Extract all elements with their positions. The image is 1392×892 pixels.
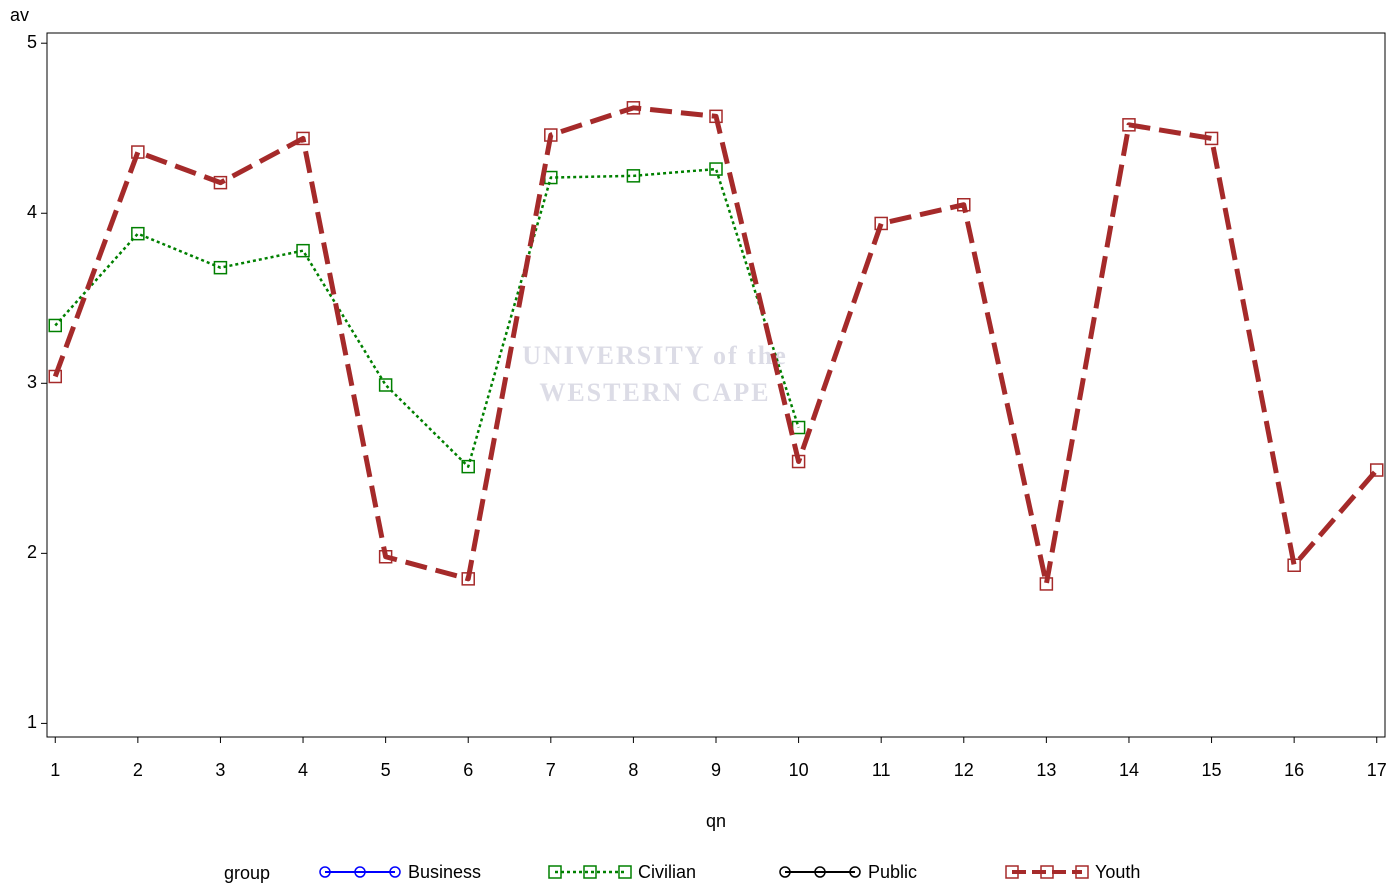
x-tick-label: 5 (381, 760, 391, 780)
x-tick-label: 13 (1036, 760, 1056, 780)
data-point (1369, 463, 1384, 477)
legend-marker (1075, 865, 1089, 879)
x-tick-label: 11 (872, 760, 891, 780)
watermark: WESTERN CAPE (539, 378, 770, 407)
data-point (626, 169, 641, 183)
y-tick-label: 1 (27, 712, 37, 732)
series-line (54, 167, 800, 468)
series-line (52, 105, 1379, 587)
y-tick-label: 2 (27, 542, 37, 562)
data-point (378, 549, 393, 564)
legend-marker (548, 865, 562, 879)
data-point (1287, 558, 1301, 573)
data-point (213, 260, 228, 275)
x-tick-label: 16 (1284, 760, 1304, 780)
legend-marker (814, 866, 826, 878)
data-point (378, 378, 393, 392)
data-point (544, 128, 558, 142)
legend-marker (319, 866, 331, 878)
x-tick-label: 6 (463, 760, 473, 780)
data-point (1122, 118, 1136, 132)
x-tick-label: 2 (133, 760, 143, 780)
data-point (461, 459, 475, 474)
legend-marker (389, 866, 401, 878)
data-point (461, 572, 475, 586)
data-point (48, 318, 63, 333)
data-point (791, 454, 806, 469)
data-point (296, 131, 310, 146)
watermark: UNIVERSITY of the (522, 341, 788, 370)
legend-marker (1040, 865, 1054, 879)
y-tick-label: 4 (27, 202, 37, 222)
y-axis-label: av (10, 5, 29, 25)
legend-marker (849, 866, 861, 878)
legend-marker (1005, 865, 1019, 879)
x-tick-label: 7 (546, 760, 556, 780)
legend-title: group (224, 863, 270, 883)
data-point (296, 243, 310, 258)
x-tick-label: 10 (789, 760, 809, 780)
data-point (1039, 577, 1054, 591)
x-tick-label: 12 (954, 760, 974, 780)
data-point (1204, 131, 1219, 146)
x-tick-label: 9 (711, 760, 721, 780)
x-tick-label: 14 (1119, 760, 1139, 780)
y-tick-label: 5 (27, 32, 37, 52)
data-point (131, 145, 145, 159)
x-tick-label: 3 (215, 760, 225, 780)
legend-label: Civilian (638, 862, 696, 882)
legend-marker (618, 865, 632, 879)
x-tick-label: 17 (1367, 760, 1387, 780)
data-point (48, 369, 63, 384)
data-point (626, 101, 641, 115)
legend-marker (779, 866, 791, 878)
x-tick-label: 15 (1202, 760, 1222, 780)
x-tick-label: 8 (628, 760, 638, 780)
legend-label: Public (868, 862, 917, 882)
legend-label: Business (408, 862, 481, 882)
data-point (213, 175, 228, 190)
x-tick-label: 4 (298, 760, 308, 780)
data-point (874, 216, 888, 231)
data-point (957, 197, 971, 212)
legend-marker (583, 865, 597, 879)
data-point (709, 162, 723, 176)
legend-label: Youth (1095, 862, 1140, 882)
legend-marker (354, 866, 366, 878)
data-point (131, 226, 145, 241)
data-point (709, 109, 723, 124)
x-axis-label: qn (706, 811, 726, 831)
y-tick-label: 3 (27, 372, 37, 392)
x-tick-label: 1 (50, 760, 60, 780)
